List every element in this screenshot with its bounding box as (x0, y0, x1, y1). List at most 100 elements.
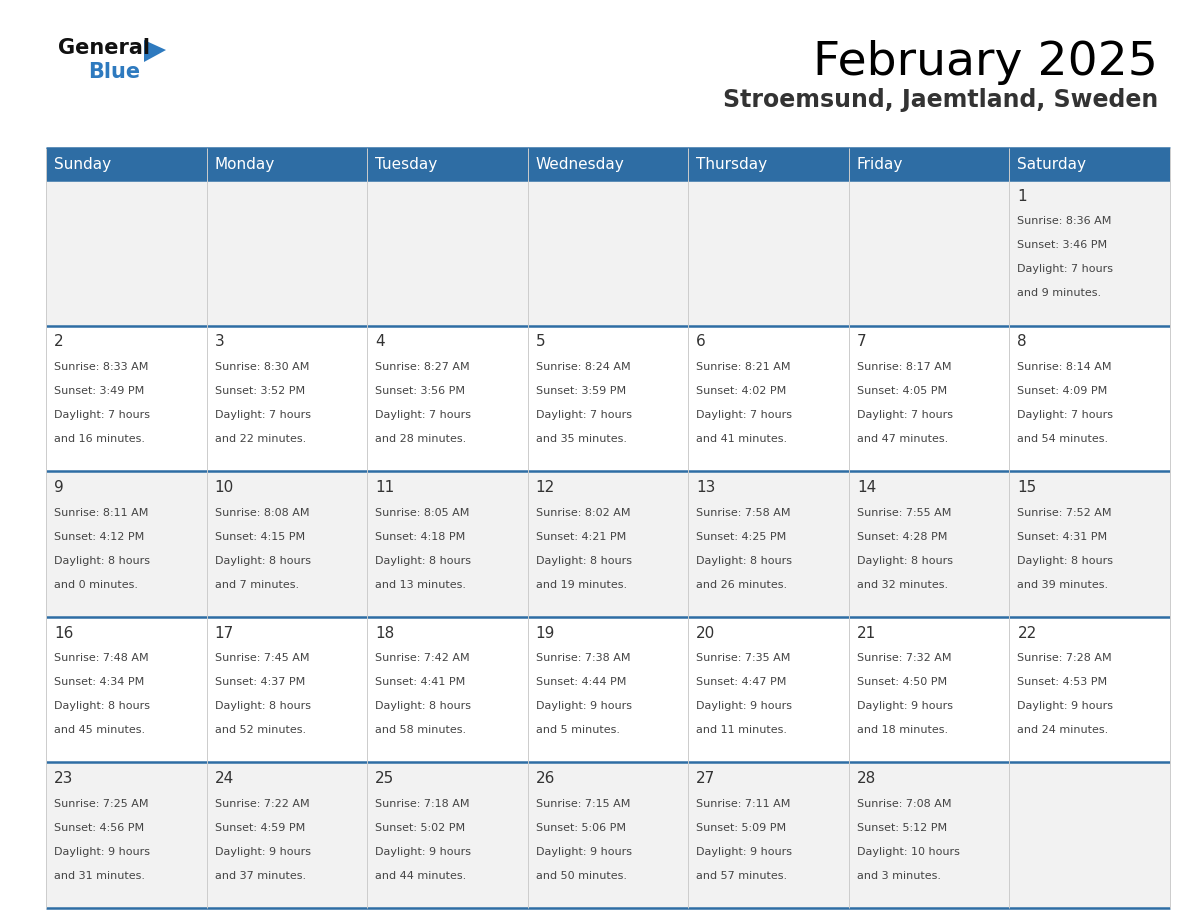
Text: February 2025: February 2025 (813, 40, 1158, 85)
Text: Daylight: 8 hours: Daylight: 8 hours (1017, 555, 1113, 565)
Text: Sunset: 4:09 PM: Sunset: 4:09 PM (1017, 386, 1107, 396)
Text: and 22 minutes.: and 22 minutes. (215, 434, 305, 444)
Text: Sunrise: 7:22 AM: Sunrise: 7:22 AM (215, 799, 309, 809)
Text: 26: 26 (536, 771, 555, 786)
Text: and 47 minutes.: and 47 minutes. (857, 434, 948, 444)
Text: and 31 minutes.: and 31 minutes. (53, 871, 145, 881)
Text: Sunset: 4:31 PM: Sunset: 4:31 PM (1017, 532, 1107, 542)
Text: Sunset: 3:46 PM: Sunset: 3:46 PM (1017, 241, 1107, 251)
Text: Sunset: 4:50 PM: Sunset: 4:50 PM (857, 677, 947, 688)
Bar (1010, 471, 1170, 617)
Text: Daylight: 7 hours: Daylight: 7 hours (53, 410, 150, 420)
Text: Sunrise: 8:21 AM: Sunrise: 8:21 AM (696, 362, 791, 372)
Text: 12: 12 (536, 480, 555, 495)
Text: Sunrise: 7:42 AM: Sunrise: 7:42 AM (375, 654, 469, 663)
Text: 6: 6 (696, 334, 706, 350)
Text: and 35 minutes.: and 35 minutes. (536, 434, 627, 444)
Text: Sunrise: 7:52 AM: Sunrise: 7:52 AM (1017, 508, 1112, 518)
Text: and 41 minutes.: and 41 minutes. (696, 434, 788, 444)
Bar (46, 471, 207, 617)
Text: Sunrise: 7:38 AM: Sunrise: 7:38 AM (536, 654, 631, 663)
Text: Sunset: 5:12 PM: Sunset: 5:12 PM (857, 823, 947, 833)
Text: and 57 minutes.: and 57 minutes. (696, 871, 788, 881)
Text: and 0 minutes.: and 0 minutes. (53, 579, 138, 589)
Bar (527, 180, 688, 326)
Text: Sunset: 5:09 PM: Sunset: 5:09 PM (696, 823, 786, 833)
Bar (1010, 617, 1170, 763)
Text: Sunset: 4:18 PM: Sunset: 4:18 PM (375, 532, 466, 542)
Text: Sunrise: 8:24 AM: Sunrise: 8:24 AM (536, 362, 631, 372)
Text: Daylight: 9 hours: Daylight: 9 hours (1017, 701, 1113, 711)
Bar (688, 326, 849, 471)
Text: and 32 minutes.: and 32 minutes. (857, 579, 948, 589)
Text: Sunset: 4:12 PM: Sunset: 4:12 PM (53, 532, 144, 542)
Bar (207, 763, 367, 908)
Text: Sunrise: 8:02 AM: Sunrise: 8:02 AM (536, 508, 631, 518)
Text: Daylight: 9 hours: Daylight: 9 hours (536, 701, 632, 711)
Bar (367, 471, 527, 617)
Text: Daylight: 7 hours: Daylight: 7 hours (536, 410, 632, 420)
Text: Sunset: 4:02 PM: Sunset: 4:02 PM (696, 386, 786, 396)
Text: Sunset: 3:52 PM: Sunset: 3:52 PM (215, 386, 305, 396)
Text: Daylight: 9 hours: Daylight: 9 hours (536, 846, 632, 856)
Text: Daylight: 7 hours: Daylight: 7 hours (857, 410, 953, 420)
Bar (527, 617, 688, 763)
Text: Daylight: 8 hours: Daylight: 8 hours (375, 555, 472, 565)
Text: Sunset: 4:56 PM: Sunset: 4:56 PM (53, 823, 144, 833)
Text: and 16 minutes.: and 16 minutes. (53, 434, 145, 444)
Text: Sunrise: 7:48 AM: Sunrise: 7:48 AM (53, 654, 148, 663)
Bar (849, 763, 1010, 908)
Text: 27: 27 (696, 771, 715, 786)
Text: Friday: Friday (857, 156, 903, 172)
Text: 23: 23 (53, 771, 74, 786)
Bar (1010, 326, 1170, 471)
Bar (46, 617, 207, 763)
Text: 25: 25 (375, 771, 394, 786)
Text: Sunrise: 8:30 AM: Sunrise: 8:30 AM (215, 362, 309, 372)
Text: Daylight: 8 hours: Daylight: 8 hours (696, 555, 792, 565)
Text: 21: 21 (857, 625, 876, 641)
Text: 8: 8 (1017, 334, 1028, 350)
Text: Daylight: 7 hours: Daylight: 7 hours (375, 410, 472, 420)
Bar (367, 148, 527, 180)
Text: Daylight: 8 hours: Daylight: 8 hours (215, 555, 310, 565)
Text: Monday: Monday (215, 156, 274, 172)
Text: Daylight: 8 hours: Daylight: 8 hours (215, 701, 310, 711)
Text: and 7 minutes.: and 7 minutes. (215, 579, 298, 589)
Text: Saturday: Saturday (1017, 156, 1087, 172)
Text: Sunset: 4:15 PM: Sunset: 4:15 PM (215, 532, 305, 542)
Text: Daylight: 7 hours: Daylight: 7 hours (1017, 264, 1113, 274)
Bar (849, 148, 1010, 180)
Text: 5: 5 (536, 334, 545, 350)
Text: Sunset: 5:06 PM: Sunset: 5:06 PM (536, 823, 626, 833)
Text: Sunrise: 8:33 AM: Sunrise: 8:33 AM (53, 362, 148, 372)
Text: Blue: Blue (88, 62, 140, 82)
Text: 13: 13 (696, 480, 715, 495)
Text: Sunset: 4:28 PM: Sunset: 4:28 PM (857, 532, 947, 542)
Bar (367, 180, 527, 326)
Bar (527, 763, 688, 908)
Bar (849, 326, 1010, 471)
Text: Sunset: 4:37 PM: Sunset: 4:37 PM (215, 677, 305, 688)
Text: 28: 28 (857, 771, 876, 786)
Text: and 3 minutes.: and 3 minutes. (857, 871, 941, 881)
Text: 7: 7 (857, 334, 866, 350)
Text: 15: 15 (1017, 480, 1037, 495)
Text: Daylight: 7 hours: Daylight: 7 hours (1017, 410, 1113, 420)
Bar (46, 326, 207, 471)
Bar (367, 617, 527, 763)
Text: Daylight: 8 hours: Daylight: 8 hours (536, 555, 632, 565)
Bar (207, 471, 367, 617)
Text: and 39 minutes.: and 39 minutes. (1017, 579, 1108, 589)
Bar (1010, 148, 1170, 180)
Text: and 18 minutes.: and 18 minutes. (857, 725, 948, 735)
Bar (1010, 763, 1170, 908)
Text: Sunrise: 7:55 AM: Sunrise: 7:55 AM (857, 508, 952, 518)
Text: and 52 minutes.: and 52 minutes. (215, 725, 305, 735)
Bar (527, 471, 688, 617)
Text: Thursday: Thursday (696, 156, 767, 172)
Text: Daylight: 8 hours: Daylight: 8 hours (53, 555, 150, 565)
Text: General: General (58, 38, 150, 58)
Bar (1010, 180, 1170, 326)
Bar (207, 617, 367, 763)
